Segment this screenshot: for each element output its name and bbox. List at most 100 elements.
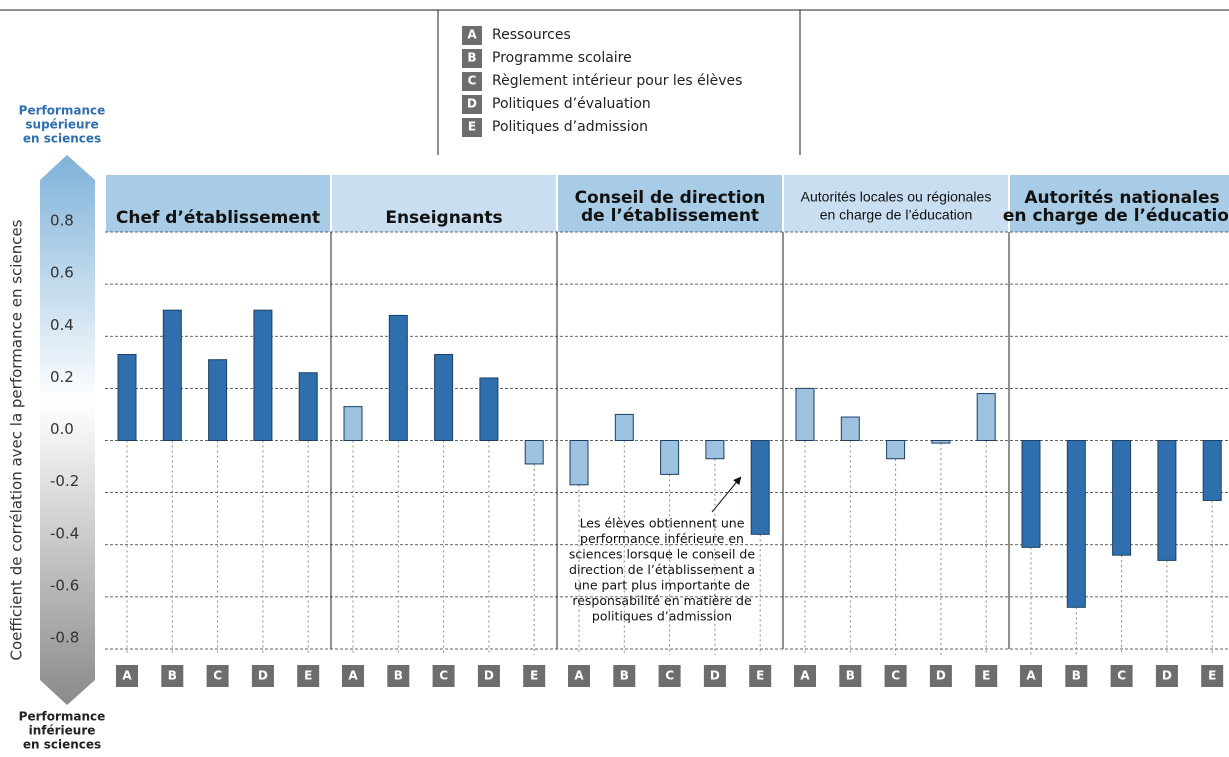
group-header-text: Autorités nationales: [1024, 188, 1219, 208]
bar: [117, 353, 137, 441]
y-tick-label: 0.2: [50, 368, 74, 386]
category-box: [432, 665, 455, 687]
annotation: sciences lorsque le conseil de: [569, 547, 755, 562]
category-box: [613, 665, 636, 687]
category-box: [884, 665, 907, 687]
category-box: [1020, 665, 1042, 687]
group-header-text: Chef d’établissement: [116, 208, 320, 228]
category-box: [206, 665, 229, 687]
category-box: [1065, 665, 1088, 687]
x-tick-label: A: [1026, 669, 1036, 683]
category-box: [929, 665, 952, 687]
y-tick-label: -0.4: [50, 524, 79, 542]
x-tick-label: E: [304, 669, 312, 683]
category-box: [1155, 665, 1178, 687]
legend-label: Programme scolaire: [492, 50, 632, 66]
y-tick-label: 0.6: [50, 264, 74, 282]
x-tick-label: C: [891, 669, 900, 683]
x-tick-label: B: [168, 669, 177, 683]
legend-key: [462, 49, 482, 68]
x-tick-label: C: [1117, 669, 1126, 683]
bar: [298, 372, 318, 441]
category-box: [794, 665, 816, 687]
x-tick-label: B: [620, 669, 629, 683]
x-tick-label: C: [213, 669, 222, 683]
group-header-text: de l’établissement: [581, 206, 759, 226]
x-tick-label: B: [846, 669, 855, 683]
x-tick-label: D: [484, 669, 494, 683]
x-tick-label: E: [1208, 669, 1216, 683]
x-tick-label: A: [122, 669, 132, 683]
category-box: [342, 665, 364, 687]
annotation: une part plus importante de: [574, 578, 750, 593]
bar: [388, 314, 408, 441]
bar: [162, 309, 182, 441]
x-tick-label: A: [348, 669, 358, 683]
y-tick-label: -0.8: [50, 629, 79, 647]
legend-label: Politiques d’admission: [492, 119, 648, 135]
legend-key: [462, 95, 482, 114]
group-header-text: Conseil de direction: [575, 188, 766, 208]
category-box: [387, 665, 410, 687]
x-tick-label: A: [574, 669, 584, 683]
group-header: [784, 175, 1008, 232]
annotation-arrow: [711, 476, 742, 513]
legend-key-letter: D: [467, 97, 477, 111]
category-box: [749, 665, 772, 687]
y-tick-label: -0.2: [50, 472, 79, 490]
x-tick-label: D: [1162, 669, 1172, 683]
group-header-text: Enseignants: [385, 208, 502, 228]
bar: [479, 377, 499, 442]
category-box: [975, 665, 998, 687]
bar: [614, 413, 634, 441]
bar: [208, 359, 228, 441]
bar: [524, 440, 544, 465]
x-tick-label: E: [756, 669, 764, 683]
bar: [886, 440, 906, 460]
bar: [660, 440, 680, 475]
group-header: [558, 175, 782, 232]
bar: [1157, 440, 1177, 561]
arrow-label: Performance: [19, 104, 106, 118]
bar: [569, 440, 589, 486]
bar: [976, 393, 996, 441]
category-box: [477, 665, 500, 687]
legend-key-letter: E: [468, 120, 476, 134]
annotation: politiques d’admission: [592, 609, 732, 624]
bar: [840, 416, 860, 442]
group-header-text: en charge de l’éducation: [1003, 206, 1229, 226]
y-tick-label: 0.4: [50, 316, 74, 334]
category-box: [658, 665, 681, 687]
legend-key-letter: A: [467, 28, 477, 42]
bar: [1112, 440, 1132, 556]
category-box: [703, 665, 726, 687]
bar: [434, 353, 454, 441]
annotation: direction de l’établissement a: [569, 562, 755, 577]
direction-arrow: [40, 155, 95, 705]
category-box: [568, 665, 590, 687]
bar: [931, 440, 951, 444]
x-tick-label: C: [439, 669, 448, 683]
legend-label: Ressources: [492, 27, 571, 43]
arrow-label: Performance: [19, 710, 106, 724]
group-header: [106, 175, 330, 232]
x-tick-label: E: [982, 669, 990, 683]
bar: [705, 440, 725, 460]
annotation: performance inférieure en: [580, 531, 744, 546]
legend-key: [462, 72, 482, 91]
x-tick-label: B: [394, 669, 403, 683]
bar: [1066, 440, 1086, 608]
annotation: responsabilité en matière de: [572, 593, 752, 608]
x-tick-label: A: [800, 669, 810, 683]
category-box: [1201, 665, 1224, 687]
arrow-label: supérieure: [25, 118, 98, 132]
category-box: [523, 665, 546, 687]
x-tick-label: B: [1072, 669, 1081, 683]
y-tick-label: -0.6: [50, 576, 79, 594]
legend-key-letter: B: [467, 51, 476, 65]
bar: [253, 309, 273, 441]
legend-key-letter: C: [468, 74, 477, 88]
group-header-text: Autorités locales ou régionales: [801, 189, 992, 205]
category-box: [297, 665, 320, 687]
